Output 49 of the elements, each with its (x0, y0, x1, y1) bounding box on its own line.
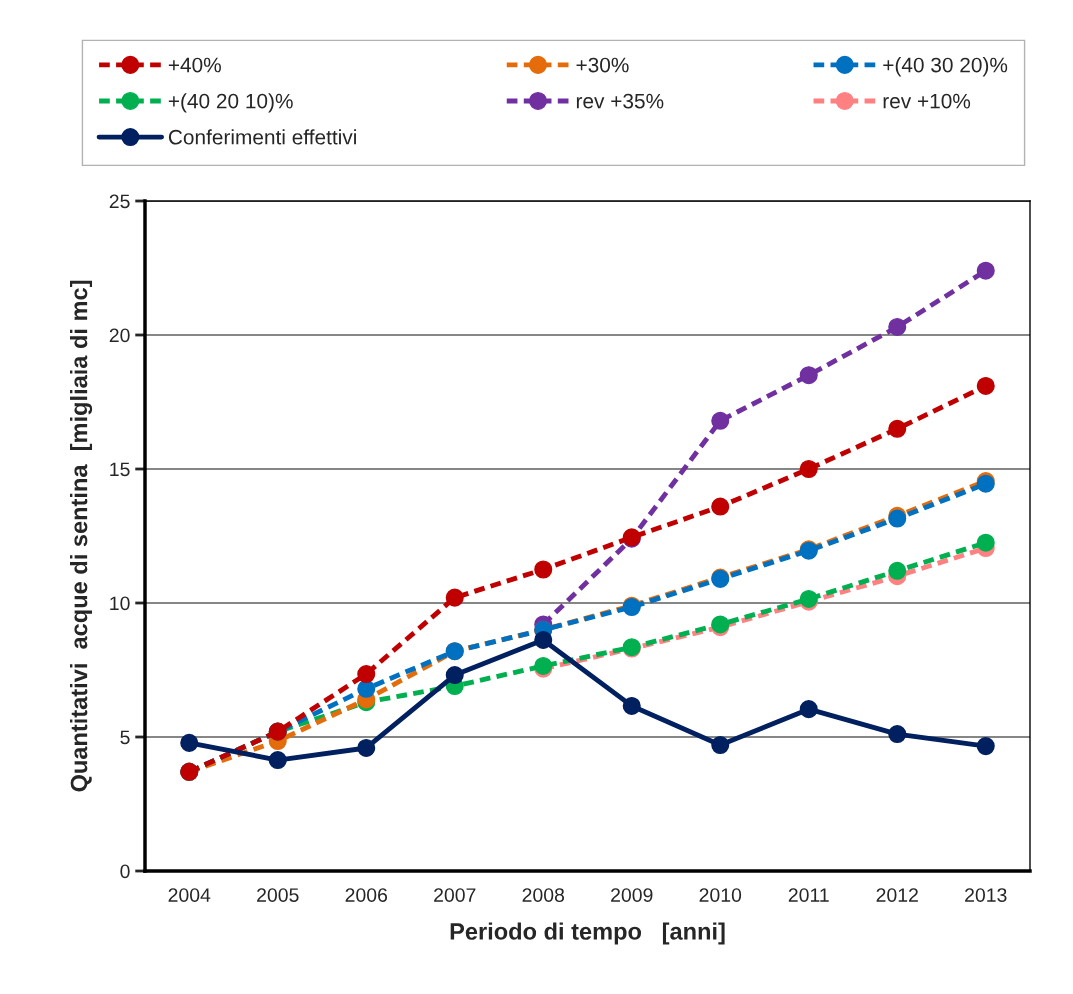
point (976, 533, 995, 552)
x-tick-label: 2004 (168, 888, 211, 902)
point (711, 411, 730, 430)
y-tick-label: 0 (120, 864, 130, 879)
legend-label: +30% (576, 57, 629, 73)
legend-label: +(40 30 20)% (883, 57, 1008, 77)
point (357, 679, 376, 698)
y-tick-label: 15 (110, 462, 130, 477)
point (888, 317, 907, 336)
point (888, 561, 907, 580)
point (534, 560, 553, 579)
point (357, 664, 376, 684)
point (976, 376, 995, 395)
point (976, 737, 995, 756)
point (711, 736, 730, 755)
point (888, 419, 907, 438)
legend-label: Conferimenti effettivi (168, 129, 356, 145)
legend-label: +(40 20 10)% (168, 93, 293, 113)
point (268, 751, 287, 770)
legend-label: rev +10% (883, 93, 971, 109)
point (180, 733, 199, 752)
x-tick-label: 2008 (522, 888, 565, 902)
x-tick-label: 2010 (699, 888, 742, 902)
x-tick-label: 2013 (965, 888, 1007, 902)
legend-label: rev +35% (576, 93, 664, 109)
point (799, 459, 818, 479)
point (888, 725, 907, 744)
x-tick-label: 2005 (257, 888, 299, 902)
y-tick-label: 25 (109, 194, 130, 209)
y-tick-label: 10 (110, 596, 130, 611)
point (799, 366, 818, 385)
point (976, 261, 995, 280)
x-tick-label: 2009 (611, 888, 653, 902)
x-tick-label: 2007 (434, 888, 476, 902)
legend-label: +40% (168, 57, 221, 73)
point (445, 666, 464, 685)
y-axis-title: Quantitativi acque di sentina [migliaia di mc] (70, 280, 93, 792)
point (534, 630, 553, 650)
point (711, 497, 730, 516)
point (622, 696, 641, 715)
point (445, 588, 464, 607)
x-axis-title: Periodo di tempo [anni] (450, 922, 725, 945)
y-tick-label: 5 (120, 730, 130, 745)
point (799, 700, 818, 719)
x-tick-label: 2012 (876, 888, 918, 902)
x-tick-label: 2006 (345, 888, 388, 902)
y-tick-label: 20 (109, 328, 130, 343)
x-tick-label: 2011 (788, 888, 829, 902)
point (357, 738, 376, 758)
